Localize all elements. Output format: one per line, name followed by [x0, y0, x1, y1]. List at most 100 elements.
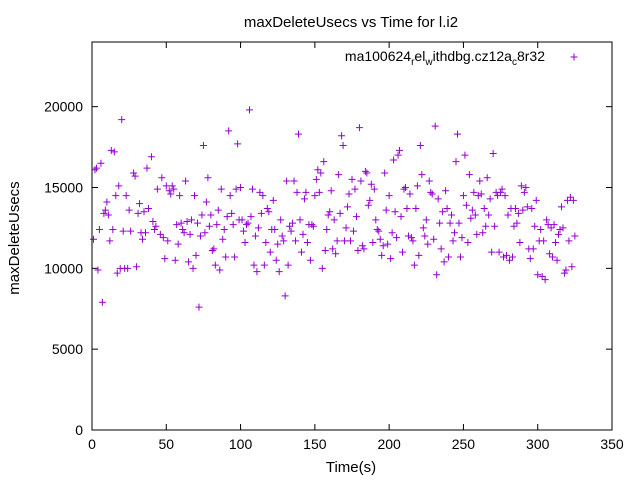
data-point [314, 166, 322, 174]
data-point [174, 240, 182, 248]
data-point [500, 253, 508, 261]
data-point [546, 250, 554, 258]
data-point [445, 253, 453, 261]
data-point [399, 248, 407, 256]
data-point [532, 196, 540, 204]
data-point [164, 237, 172, 245]
data-point [281, 292, 289, 300]
data-point [488, 248, 496, 256]
data-point [208, 247, 216, 255]
data-point [283, 177, 291, 185]
data-point [424, 240, 432, 248]
data-point [92, 164, 100, 172]
data-point [272, 256, 280, 264]
data-point [112, 192, 120, 200]
data-point [503, 251, 511, 259]
data-point [168, 182, 176, 190]
data-point [251, 232, 259, 240]
data-point [459, 192, 467, 200]
data-point [455, 219, 463, 227]
data-point [321, 247, 329, 255]
data-point [170, 185, 178, 193]
data-point [193, 219, 201, 227]
data-point [538, 272, 546, 280]
data-point [173, 221, 181, 229]
data-point [480, 205, 488, 213]
y-tick-label: 10000 [44, 260, 83, 276]
data-point [513, 219, 521, 227]
data-point [470, 188, 478, 196]
data-point [381, 169, 389, 177]
data-point [211, 261, 219, 269]
data-point [440, 258, 448, 266]
data-point [223, 213, 231, 221]
data-point [202, 198, 210, 206]
data-point [118, 116, 126, 124]
data-point [391, 208, 399, 216]
data-point [195, 303, 203, 311]
data-point [260, 261, 268, 269]
legend-series-marker [570, 53, 578, 61]
data-point [286, 222, 294, 230]
data-point [397, 213, 405, 221]
data-point [113, 269, 121, 277]
data-point [312, 175, 320, 183]
data-point [403, 205, 411, 213]
data-point [415, 251, 423, 259]
data-point [464, 238, 472, 246]
data-point [140, 208, 148, 216]
data-point [369, 238, 377, 246]
data-point [186, 230, 194, 238]
data-point [250, 261, 258, 269]
data-point [191, 192, 199, 200]
data-point [495, 248, 503, 256]
data-point [98, 298, 106, 306]
data-point [416, 141, 424, 149]
data-point [385, 192, 393, 200]
data-point [520, 188, 528, 196]
data-point [357, 177, 365, 185]
data-points [89, 106, 579, 311]
data-point [109, 226, 117, 234]
data-point [228, 209, 236, 217]
x-tick-label: 300 [526, 436, 550, 452]
data-point [418, 171, 426, 179]
data-point [188, 216, 196, 224]
data-point [430, 235, 438, 243]
data-point [318, 264, 326, 272]
data-point [439, 208, 447, 216]
data-point [335, 171, 343, 179]
data-point [333, 237, 341, 245]
data-point [409, 237, 417, 245]
data-point [254, 224, 262, 232]
data-point [101, 206, 109, 214]
data-point [317, 169, 325, 177]
data-point [446, 219, 454, 227]
data-point [394, 151, 402, 159]
data-point [338, 132, 346, 140]
data-point [139, 235, 147, 243]
data-point [364, 201, 372, 209]
data-point [308, 221, 316, 229]
data-point [107, 146, 115, 154]
data-point [485, 211, 493, 219]
data-point [467, 214, 475, 222]
data-point [274, 240, 282, 248]
data-point [171, 256, 179, 264]
data-point [360, 245, 368, 253]
data-point [491, 222, 499, 230]
data-point [547, 224, 555, 232]
data-point [458, 234, 466, 242]
data-point [106, 237, 114, 245]
data-point [133, 263, 141, 271]
data-point [448, 211, 456, 219]
data-point [540, 237, 548, 245]
data-point [180, 229, 188, 237]
data-point [552, 238, 560, 246]
data-point [330, 216, 338, 224]
x-tick-label: 100 [229, 436, 253, 452]
data-point [451, 229, 459, 237]
data-point [476, 177, 484, 185]
data-point [315, 188, 323, 196]
